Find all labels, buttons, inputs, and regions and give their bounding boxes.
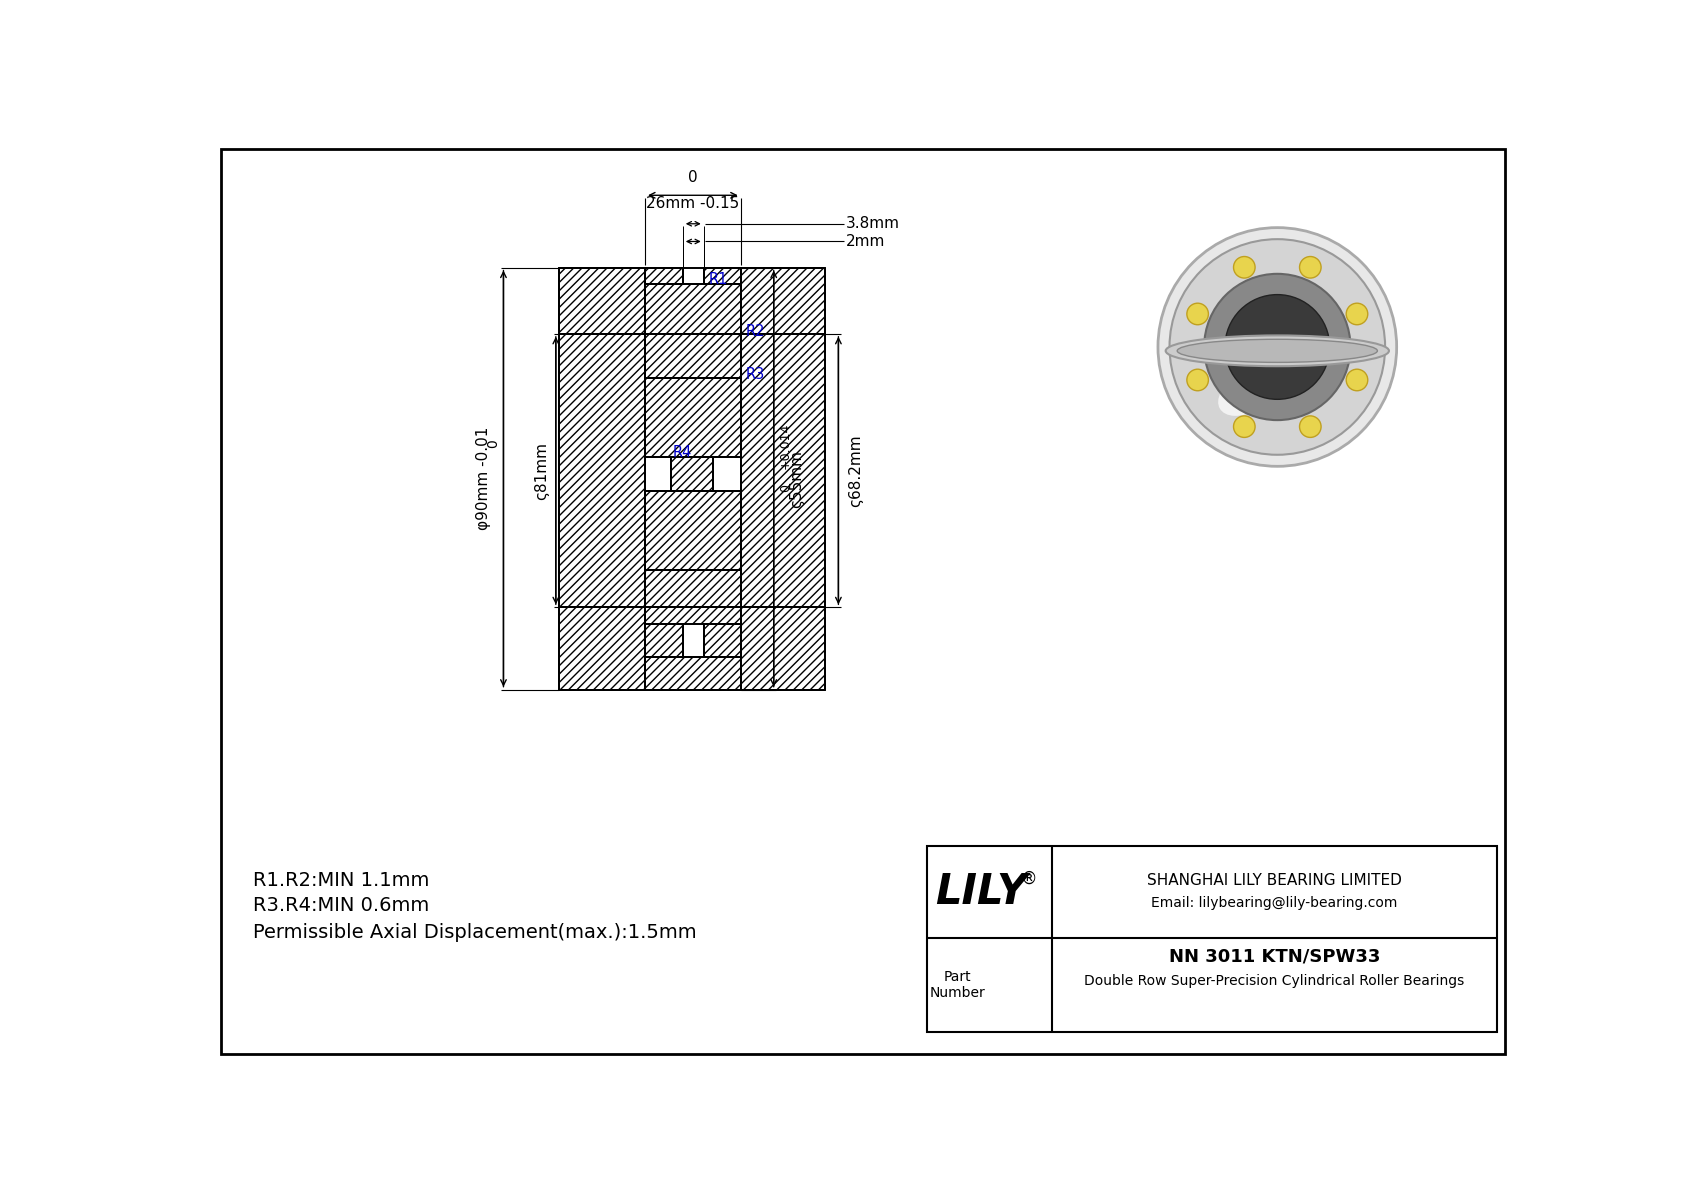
Circle shape (1300, 416, 1320, 437)
Text: SHANGHAI LILY BEARING LIMITED: SHANGHAI LILY BEARING LIMITED (1147, 873, 1401, 888)
Circle shape (1233, 416, 1255, 437)
Text: ®: ® (1021, 869, 1037, 887)
Text: NN 3011 KTN/SPW33: NN 3011 KTN/SPW33 (1169, 948, 1379, 966)
Text: R1: R1 (709, 272, 727, 287)
Circle shape (1346, 304, 1367, 325)
Ellipse shape (1177, 339, 1378, 362)
Circle shape (1233, 256, 1255, 278)
Text: R2: R2 (746, 324, 765, 338)
Text: 26mm -0.15: 26mm -0.15 (647, 197, 739, 211)
Text: 0: 0 (778, 484, 791, 492)
Text: +0.014: +0.014 (778, 423, 791, 469)
Circle shape (1169, 239, 1386, 455)
Text: LILY: LILY (936, 871, 1027, 912)
Circle shape (1346, 369, 1367, 391)
Text: 2mm: 2mm (845, 233, 886, 249)
Text: Double Row Super-Precision Cylindrical Roller Bearings: Double Row Super-Precision Cylindrical R… (1084, 974, 1465, 987)
Text: R1.R2:MIN 1.1mm: R1.R2:MIN 1.1mm (253, 871, 429, 890)
Circle shape (1204, 274, 1351, 420)
Circle shape (1224, 294, 1330, 399)
Text: R3: R3 (746, 367, 765, 382)
Text: 0: 0 (487, 439, 500, 448)
Ellipse shape (1165, 336, 1389, 366)
Circle shape (1300, 256, 1320, 278)
Text: ς68.2mm: ς68.2mm (847, 435, 862, 507)
Text: 0: 0 (689, 169, 697, 185)
Circle shape (1187, 369, 1209, 391)
Text: φ90mm -0.01: φ90mm -0.01 (477, 426, 492, 530)
Bar (926, 846, 1497, 1033)
Circle shape (1159, 227, 1396, 467)
Text: 3.8mm: 3.8mm (845, 217, 901, 231)
Text: Permissible Axial Displacement(max.):1.5mm: Permissible Axial Displacement(max.):1.5… (253, 923, 697, 942)
Text: Part
Number: Part Number (930, 969, 985, 1000)
Text: ς81mm: ς81mm (534, 442, 549, 499)
Text: Email: lilybearing@lily-bearing.com: Email: lilybearing@lily-bearing.com (1152, 896, 1398, 910)
Text: ς55mm: ς55mm (790, 450, 805, 507)
Circle shape (1187, 304, 1209, 325)
Ellipse shape (1218, 370, 1275, 416)
Text: R3.R4:MIN 0.6mm: R3.R4:MIN 0.6mm (253, 896, 429, 915)
Text: R4: R4 (674, 445, 692, 460)
